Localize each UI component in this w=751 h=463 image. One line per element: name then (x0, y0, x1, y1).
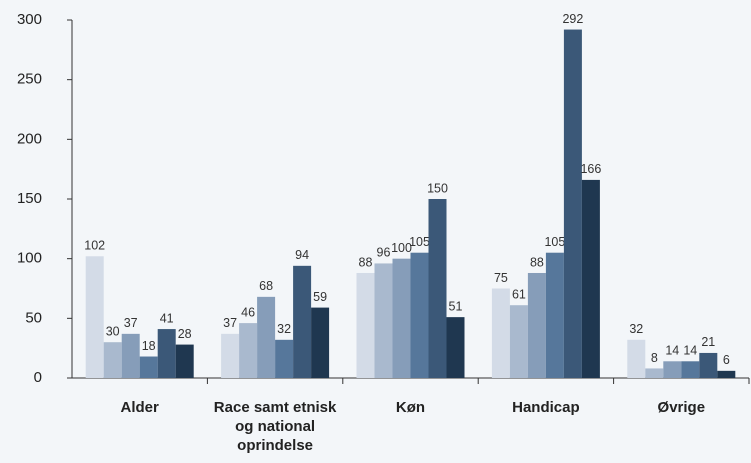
value-label: 96 (377, 246, 391, 260)
value-label: 8 (651, 351, 658, 365)
bar (392, 258, 411, 378)
value-label: 51 (449, 299, 463, 313)
bar (545, 252, 564, 378)
value-label: 94 (295, 248, 309, 262)
y-tick-label: 100 (17, 250, 42, 267)
value-label: 105 (409, 235, 430, 249)
value-label: 18 (142, 339, 156, 353)
value-label: 37 (223, 316, 237, 330)
bar (275, 339, 294, 378)
x-tick-label: Køn (395, 399, 426, 416)
bar (491, 288, 510, 378)
bar (410, 252, 429, 378)
bar (527, 272, 546, 378)
value-label: 88 (359, 255, 373, 269)
bar (356, 272, 375, 378)
value-label: 32 (629, 322, 643, 336)
value-label: 166 (580, 162, 601, 176)
value-label: 14 (665, 344, 679, 358)
value-label: 292 (562, 12, 583, 26)
value-label: 21 (701, 335, 715, 349)
y-tick-label: 250 (17, 71, 42, 88)
bar (663, 361, 682, 378)
y-tick-label: 0 (34, 369, 42, 386)
bar (175, 344, 194, 378)
y-tick-label: 300 (17, 11, 42, 28)
bar (717, 370, 736, 378)
bar (627, 339, 646, 378)
bar (103, 342, 122, 378)
value-label: 6 (723, 353, 730, 367)
value-label: 14 (683, 344, 697, 358)
bar (85, 256, 104, 378)
value-label: 88 (530, 255, 544, 269)
value-label: 105 (544, 235, 565, 249)
bar (563, 29, 582, 379)
bar (121, 333, 140, 378)
bar (221, 333, 240, 378)
bar (681, 361, 700, 378)
value-label: 28 (178, 327, 192, 341)
bar (446, 317, 465, 378)
bar (645, 368, 664, 378)
value-label: 59 (313, 290, 327, 304)
bar (374, 263, 393, 378)
y-tick-label: 50 (25, 309, 42, 326)
value-label: 32 (277, 322, 291, 336)
bar (239, 323, 258, 378)
value-label: 37 (124, 316, 138, 330)
x-tick-label: Alder (120, 399, 159, 416)
bar (428, 199, 447, 378)
value-label: 150 (427, 181, 448, 195)
value-label: 30 (106, 324, 120, 338)
value-label: 100 (391, 241, 412, 255)
bar (509, 305, 528, 378)
value-label: 61 (512, 288, 526, 302)
y-tick-label: 200 (17, 130, 42, 147)
value-label: 68 (259, 279, 273, 293)
value-label: 46 (241, 305, 255, 319)
bar (699, 352, 718, 378)
value-label: 41 (160, 311, 174, 325)
bar (257, 296, 276, 378)
bar (139, 356, 158, 378)
value-label: 75 (494, 271, 508, 285)
bar (581, 179, 600, 378)
x-tick-label: Race samt etnisk og national oprindelse (213, 399, 337, 454)
bar (293, 265, 312, 378)
y-tick-label: 150 (17, 190, 42, 207)
bar (157, 329, 176, 378)
bar (311, 307, 330, 378)
x-tick-label: Handicap (512, 399, 580, 416)
x-tick-label: Øvrige (657, 399, 706, 416)
value-label: 102 (84, 239, 105, 253)
